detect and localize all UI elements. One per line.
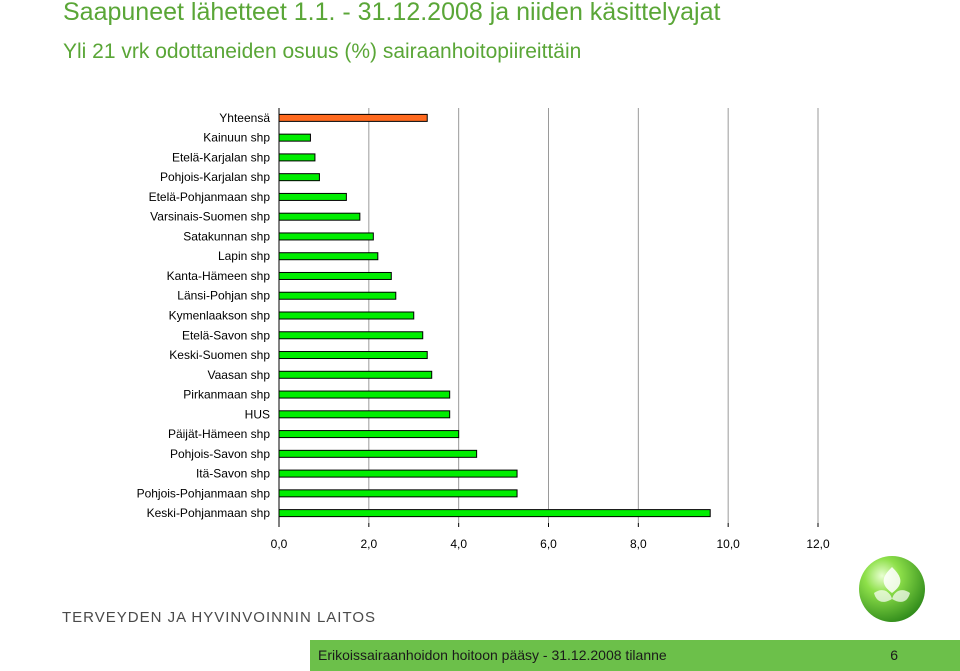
- category-label: Pohjois-Pohjanmaan shp: [137, 486, 271, 500]
- bar-itä-savon-shp: [278, 469, 518, 478]
- category-label: Kymenlaakson shp: [169, 309, 271, 323]
- category-label: Kanta-Hämeen shp: [167, 269, 271, 283]
- bar-pohjois-savon-shp: [278, 449, 478, 458]
- x-tick-label: 4,0: [450, 537, 467, 551]
- category-label: Vaasan shp: [208, 368, 271, 382]
- x-tick-label: 12,0: [806, 537, 830, 551]
- bar-lapin-shp: [278, 252, 379, 261]
- page-title: Saapuneet lähetteet 1.1. - 31.12.2008 ja…: [63, 0, 721, 26]
- category-label: Pohjois-Karjalan shp: [160, 170, 270, 184]
- x-tick-label: 2,0: [360, 537, 377, 551]
- green-sphere-logo-icon: [859, 556, 925, 622]
- bar-kainuun-shp: [278, 133, 311, 142]
- category-label: Pirkanmaan shp: [183, 388, 270, 402]
- x-tick-label: 6,0: [540, 537, 557, 551]
- bar-keski-pohjanmaan-shp: [278, 509, 711, 518]
- bar-etelä-karjalan-shp: [278, 153, 316, 162]
- bar-chart: Yhteensä Kainuun shp Etelä-Karjalan shp Poh…: [137, 108, 830, 551]
- category-label: Yhteensä: [219, 111, 270, 125]
- category-labels: Yhteensä Kainuun shp Etelä-Karjalan shp Poh…: [137, 111, 271, 520]
- category-label: Pohjois-Savon shp: [170, 447, 270, 461]
- x-tick-labels: 0,0 2,0 4,0 6,0 8,0 10,0 12,0: [271, 537, 830, 551]
- x-tick-label: 8,0: [630, 537, 647, 551]
- category-label: Päijät-Hämeen shp: [168, 427, 270, 441]
- organization-name: TERVEYDEN JA HYVINVOINNIN LAITOS: [62, 609, 377, 626]
- x-tick-label: 10,0: [716, 537, 740, 551]
- bar-pohjois-pohjanmaan-shp: [278, 489, 518, 498]
- category-label: Keski-Pohjanmaan shp: [147, 506, 271, 520]
- bar-länsi-pohjan-shp: [278, 291, 397, 300]
- bar-yhteensä: [278, 113, 428, 122]
- bar-pohjois-karjalan-shp: [278, 173, 320, 182]
- category-label: Kainuun shp: [203, 131, 270, 145]
- bar-kanta-hämeen-shp: [278, 271, 392, 280]
- bar-etelä-savon-shp: [278, 331, 424, 340]
- bar-vaasan-shp: [278, 370, 433, 379]
- category-label: Etelä-Pohjanmaan shp: [149, 190, 271, 204]
- category-label: Etelä-Karjalan shp: [172, 150, 270, 164]
- page-number: 6: [890, 647, 898, 663]
- chart-bars: [278, 113, 711, 518]
- category-label: Etelä-Savon shp: [182, 328, 270, 342]
- category-label: Keski-Suomen shp: [169, 348, 270, 362]
- x-tick-label: 0,0: [271, 537, 288, 551]
- bar-satakunnan-shp: [278, 232, 374, 241]
- bar-varsinais-suomen-shp: [278, 212, 361, 221]
- bar-etelä-pohjanmaan-shp: [278, 192, 347, 201]
- bar-kymenlaakson-shp: [278, 311, 415, 320]
- category-label: Länsi-Pohjan shp: [177, 289, 270, 303]
- category-label: Lapin shp: [218, 249, 270, 263]
- category-label: Itä-Savon shp: [196, 467, 270, 481]
- bar-keski-suomen-shp: [278, 351, 428, 360]
- category-label: Varsinais-Suomen shp: [150, 210, 270, 224]
- bar-päijät-hämeen-shp: [278, 430, 460, 439]
- footer-bar: Erikoissairaanhoidon hoitoon pääsy - 31.…: [310, 640, 960, 671]
- category-label: Satakunnan shp: [183, 229, 270, 243]
- footer-caption: Erikoissairaanhoidon hoitoon pääsy - 31.…: [318, 647, 667, 663]
- category-label: HUS: [245, 407, 270, 421]
- bar-pirkanmaan-shp: [278, 390, 451, 399]
- page-subtitle: Yli 21 vrk odottaneiden osuus (%) sairaa…: [63, 40, 582, 63]
- bar-hus: [278, 410, 451, 419]
